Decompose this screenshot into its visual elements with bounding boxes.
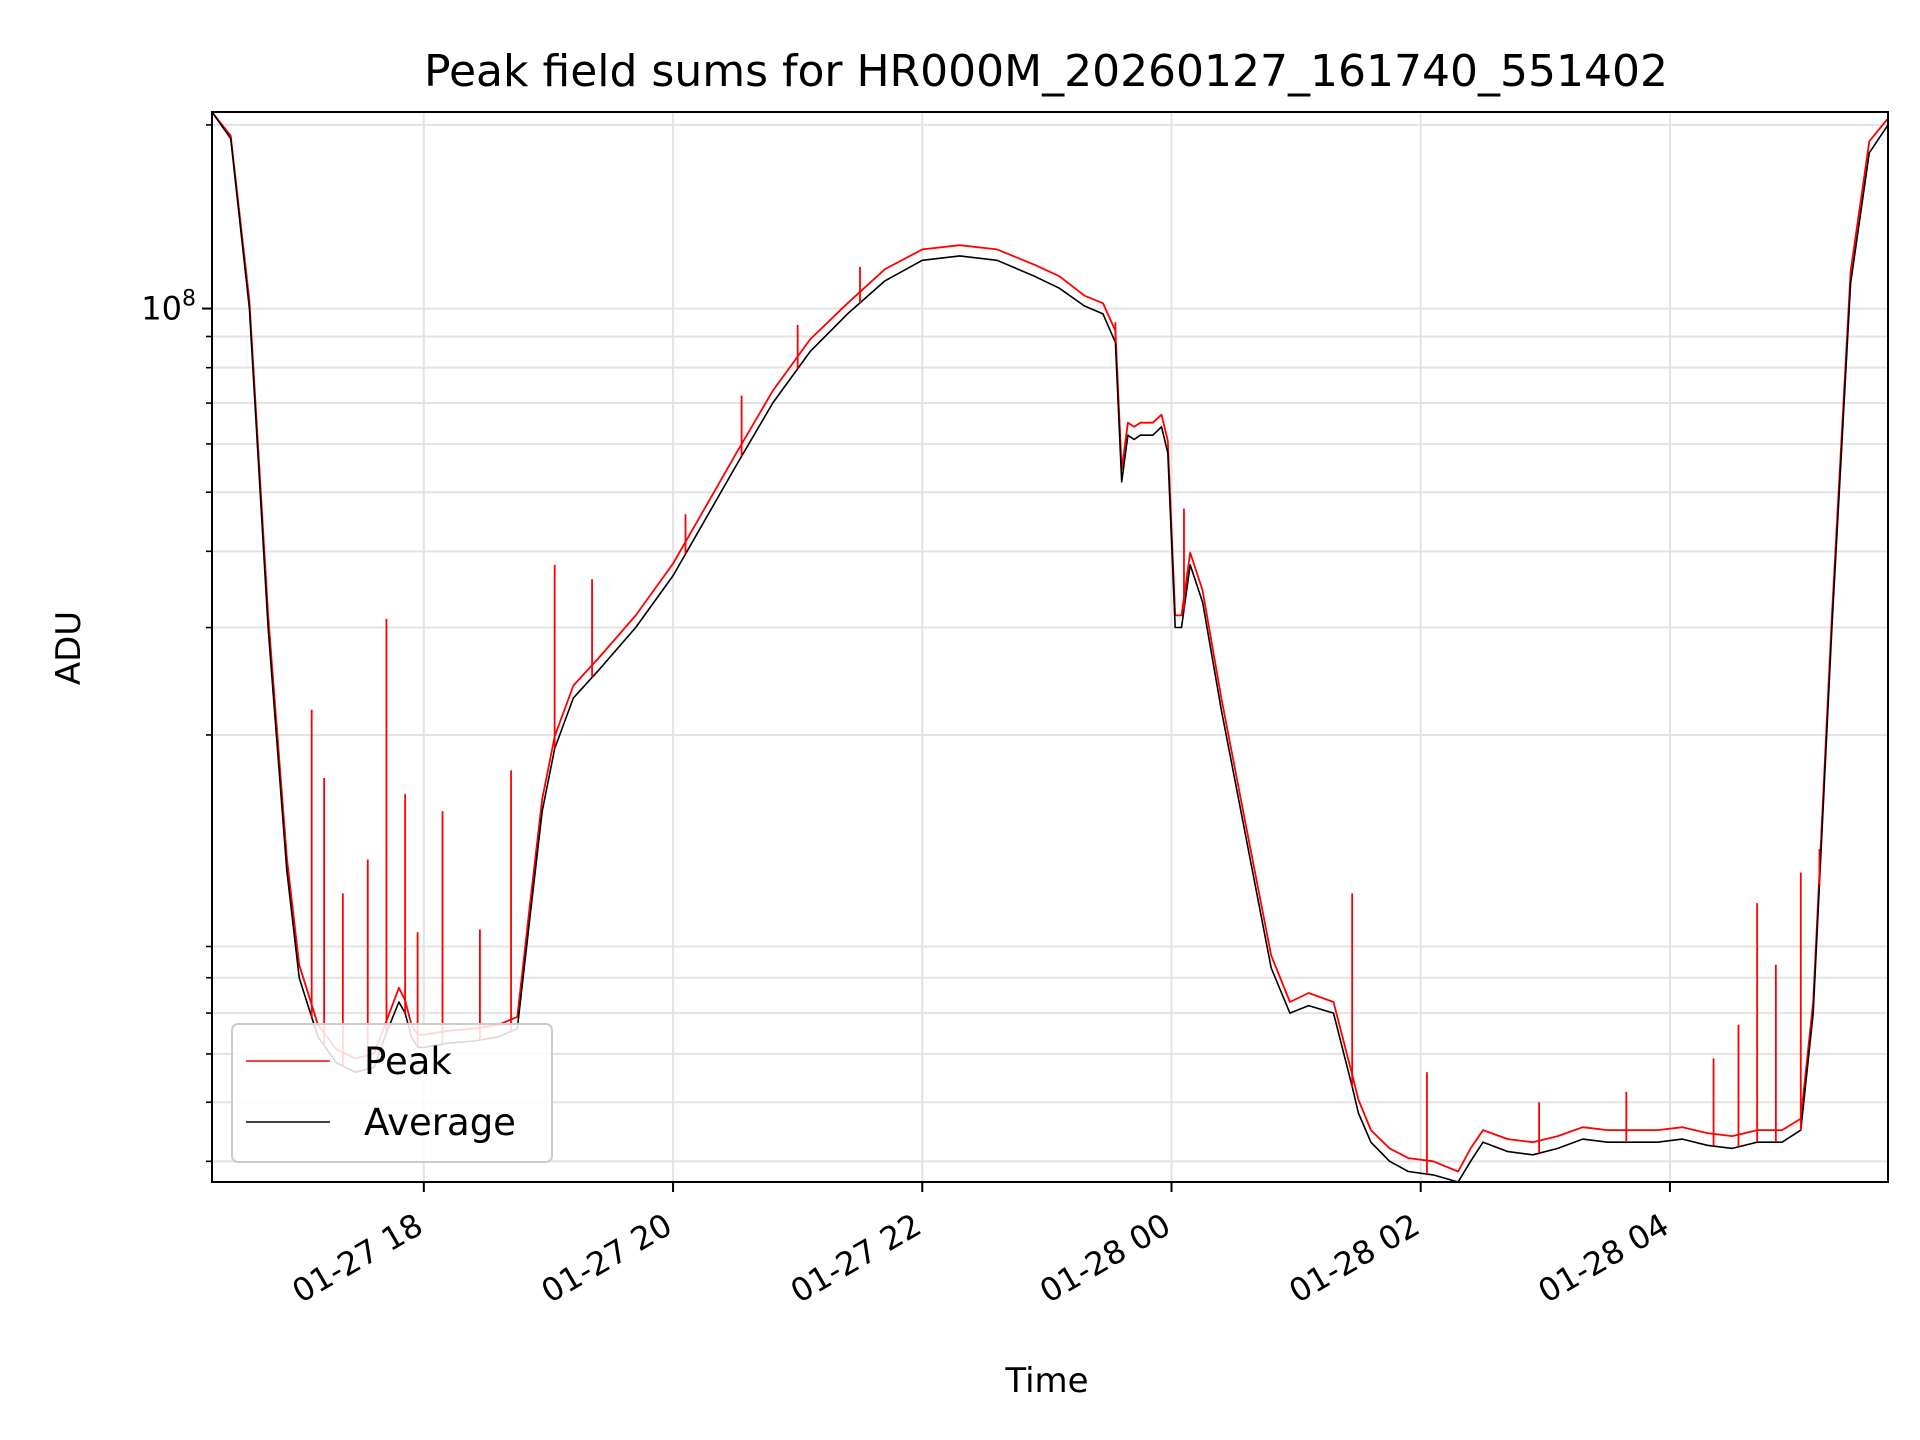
legend-peak-label: Peak <box>364 1040 452 1083</box>
plot-frame <box>211 111 1889 1183</box>
legend: Peak Average <box>231 1023 553 1163</box>
y-axis-label: ADU <box>49 611 89 685</box>
chart-title: Peak field sums for HR000M_20260127_1617… <box>424 46 1668 97</box>
x-axis-label: Time <box>1004 1361 1088 1401</box>
legend-box <box>231 1023 553 1163</box>
y-major-tick-exponent: 8 <box>182 287 196 312</box>
legend-average-label: Average <box>364 1101 516 1144</box>
